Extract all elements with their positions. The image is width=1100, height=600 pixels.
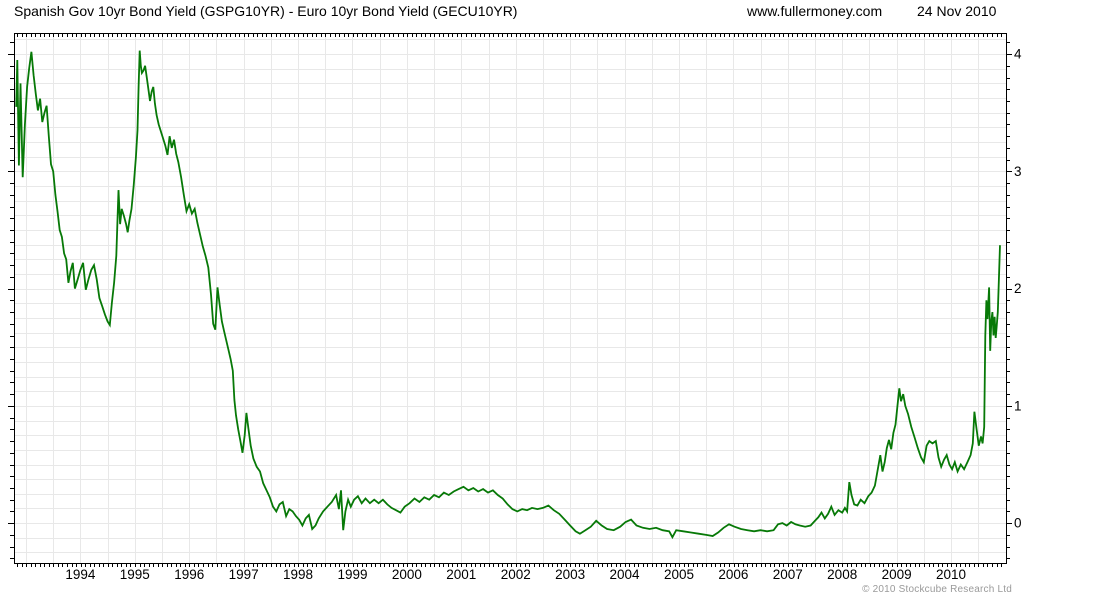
svg-text:1998: 1998 bbox=[283, 567, 313, 582]
svg-text:2002: 2002 bbox=[501, 567, 531, 582]
copyright-notice: © 2010 Stockcube Research Ltd bbox=[862, 584, 1012, 595]
svg-text:1: 1 bbox=[1014, 398, 1022, 413]
svg-text:1995: 1995 bbox=[120, 567, 150, 582]
svg-text:1994: 1994 bbox=[65, 567, 96, 582]
svg-text:2010: 2010 bbox=[936, 567, 966, 582]
chart-date: 24 Nov 2010 bbox=[917, 3, 997, 19]
svg-text:2001: 2001 bbox=[446, 567, 476, 582]
svg-text:2009: 2009 bbox=[882, 567, 912, 582]
svg-text:2: 2 bbox=[1014, 281, 1022, 296]
svg-text:1997: 1997 bbox=[229, 567, 259, 582]
svg-text:2000: 2000 bbox=[392, 567, 422, 582]
svg-text:1996: 1996 bbox=[174, 567, 204, 582]
svg-text:4: 4 bbox=[1014, 47, 1022, 62]
svg-text:0: 0 bbox=[1014, 516, 1022, 531]
svg-text:2003: 2003 bbox=[555, 567, 585, 582]
svg-text:2007: 2007 bbox=[773, 567, 803, 582]
svg-text:3: 3 bbox=[1014, 164, 1022, 179]
svg-text:2008: 2008 bbox=[827, 567, 857, 582]
svg-text:2004: 2004 bbox=[610, 567, 641, 582]
fullermoney-website-text: www.fullermoney.com bbox=[747, 3, 883, 19]
svg-text:2006: 2006 bbox=[718, 567, 748, 582]
page-title: Spanish Gov 10yr Bond Yield (GSPG10YR) -… bbox=[14, 3, 518, 19]
svg-text:1999: 1999 bbox=[337, 567, 367, 582]
svg-text:2005: 2005 bbox=[664, 567, 694, 582]
